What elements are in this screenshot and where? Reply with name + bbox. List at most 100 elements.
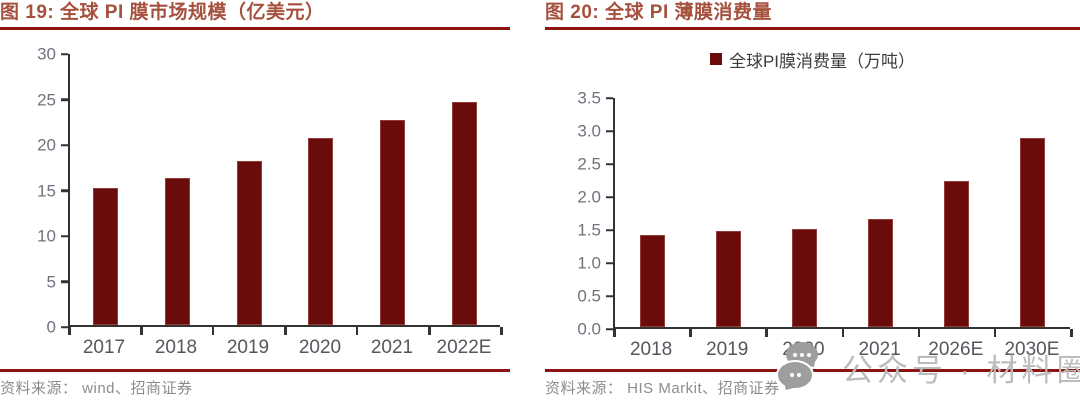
y-tick-label: 2.0 — [577, 187, 601, 207]
bar-2017 — [93, 187, 119, 325]
y-tick-mark — [606, 162, 613, 166]
title-underline — [0, 27, 510, 30]
y-tick-label: 1.5 — [577, 220, 601, 240]
y-tick-label: 25 — [37, 90, 56, 109]
x-category-label: 2019 — [706, 339, 749, 360]
y-tick-mark — [606, 261, 613, 265]
bar-2018 — [640, 234, 666, 327]
legend-swatch-icon — [709, 53, 722, 65]
figure-19-bar-chart: 0 5 10 15 20 25 30 2017 2018 2019 2020 2021 2022E — [0, 46, 510, 359]
bar-slot — [842, 98, 918, 327]
chart-legend: 全球PI膜消费量（万吨） — [545, 48, 1080, 71]
plot-area — [613, 98, 1070, 329]
y-tick-label: 0.0 — [577, 319, 601, 339]
footer-rule — [0, 369, 510, 372]
figure-20-title: 图 20: 全球 PI 薄膜消费量 — [545, 2, 773, 23]
y-tick-mark — [606, 228, 613, 232]
plot-area — [68, 54, 500, 327]
x-tick-mark — [355, 327, 359, 335]
y-tick-mark — [61, 143, 68, 147]
figure-19-footer: 资料来源： wind、招商证券 — [0, 369, 510, 398]
y-tick-mark — [61, 325, 68, 329]
x-tick-mark — [689, 329, 692, 337]
source-note: 资料来源： wind、招商证券 — [0, 379, 193, 397]
y-tick-mark — [606, 195, 613, 199]
bar-2020 — [308, 138, 334, 325]
y-tick-label: 5 — [46, 272, 56, 291]
figure-19-title: 图 19: 全球 PI 膜市场规模（亿美元） — [0, 2, 325, 23]
y-tick-mark — [61, 234, 68, 238]
bar-2030E — [1019, 137, 1045, 327]
y-tick-label: 10 — [37, 226, 56, 246]
x-category-label: 2022E — [436, 337, 492, 358]
bar-2018 — [165, 177, 190, 325]
bar-slot — [691, 98, 767, 327]
x-tick-mark — [284, 327, 287, 335]
title-underline — [545, 27, 1080, 30]
x-tick-mark — [1070, 329, 1073, 337]
figure-19-panel: 图 19: 全球 PI 膜市场规模（亿美元） 0 5 10 15 20 25 30 2017 2… — [0, 0, 510, 397]
y-tick-label: 15 — [37, 181, 56, 200]
x-tick-mark — [140, 327, 143, 335]
x-category-label: 2020 — [782, 339, 825, 360]
x-tick-mark — [613, 329, 616, 337]
bar-2020 — [792, 229, 818, 327]
x-tick-mark — [68, 327, 71, 335]
x-category-label: 2019 — [226, 337, 270, 358]
x-category-label: 2018 — [629, 339, 673, 360]
bar-2019 — [716, 231, 742, 327]
footer-rule — [545, 369, 1080, 372]
bar-slot — [767, 98, 843, 327]
x-category-label: 2020 — [298, 337, 342, 358]
y-tick-mark — [61, 98, 68, 101]
y-tick-label: 0.5 — [577, 286, 601, 306]
y-tick-mark — [61, 280, 68, 283]
y-tick-label: 1.0 — [577, 253, 601, 273]
x-tick-mark — [993, 329, 997, 337]
bar-slot — [70, 54, 142, 325]
x-tick-mark — [765, 329, 768, 337]
bar-slot — [357, 54, 429, 325]
bar-2019 — [236, 161, 262, 325]
x-category-label: 2021 — [858, 339, 901, 360]
bar-2021 — [867, 218, 893, 327]
bar-slot — [285, 54, 357, 325]
y-tick-mark — [606, 327, 613, 331]
y-tick-mark — [606, 96, 613, 100]
bar-slot — [615, 98, 691, 327]
x-axis-labels: 2018 2019 2020 2021 2026E 2030E — [613, 339, 1070, 361]
y-tick-label: 0 — [46, 317, 56, 337]
bar-2026E — [943, 181, 969, 327]
x-category-label: 2017 — [82, 337, 126, 358]
x-tick-mark — [500, 327, 503, 335]
source-note: 资料来源： HIS Markit、招商证券 — [545, 379, 780, 397]
x-category-label: 2018 — [154, 337, 198, 358]
bar-slot — [918, 98, 994, 327]
x-category-label: 2021 — [370, 337, 414, 358]
x-tick-mark — [841, 329, 844, 337]
x-category-label: 2026E — [928, 339, 984, 360]
bar-slot — [428, 54, 500, 325]
y-tick-mark — [61, 52, 68, 56]
bar-slot — [213, 54, 285, 325]
y-tick-label: 2.5 — [577, 154, 601, 174]
x-tick-mark — [917, 329, 921, 337]
bar-slot — [142, 54, 214, 325]
x-tick-mark — [211, 327, 215, 335]
x-category-label: 2030E — [1004, 339, 1060, 360]
bar-2021 — [380, 120, 406, 325]
y-tick-label: 20 — [37, 135, 56, 155]
y-tick-label: 3.5 — [577, 88, 601, 108]
y-tick-mark — [606, 129, 613, 133]
plot-box: 0.0 0.5 1.0 1.5 2.0 2.5 3.0 3.5 — [545, 90, 1080, 338]
x-axis-labels: 2017 2018 2019 2020 2021 2022E — [68, 337, 500, 359]
y-tick-label: 30 — [37, 44, 56, 64]
plot-box: 0 5 10 15 20 25 30 — [0, 46, 510, 336]
y-tick-label: 3.0 — [577, 121, 601, 141]
figure-20-panel: 图 20: 全球 PI 薄膜消费量 全球PI膜消费量（万吨） 0.0 0.5 1.0… — [545, 0, 1080, 397]
bar-2022E — [451, 102, 477, 325]
y-tick-mark — [606, 294, 613, 298]
figure-20-bar-chart: 0.0 0.5 1.0 1.5 2.0 2.5 3.0 3.5 2018 2019 2020 2021… — [545, 90, 1080, 361]
bar-slot — [994, 98, 1070, 327]
